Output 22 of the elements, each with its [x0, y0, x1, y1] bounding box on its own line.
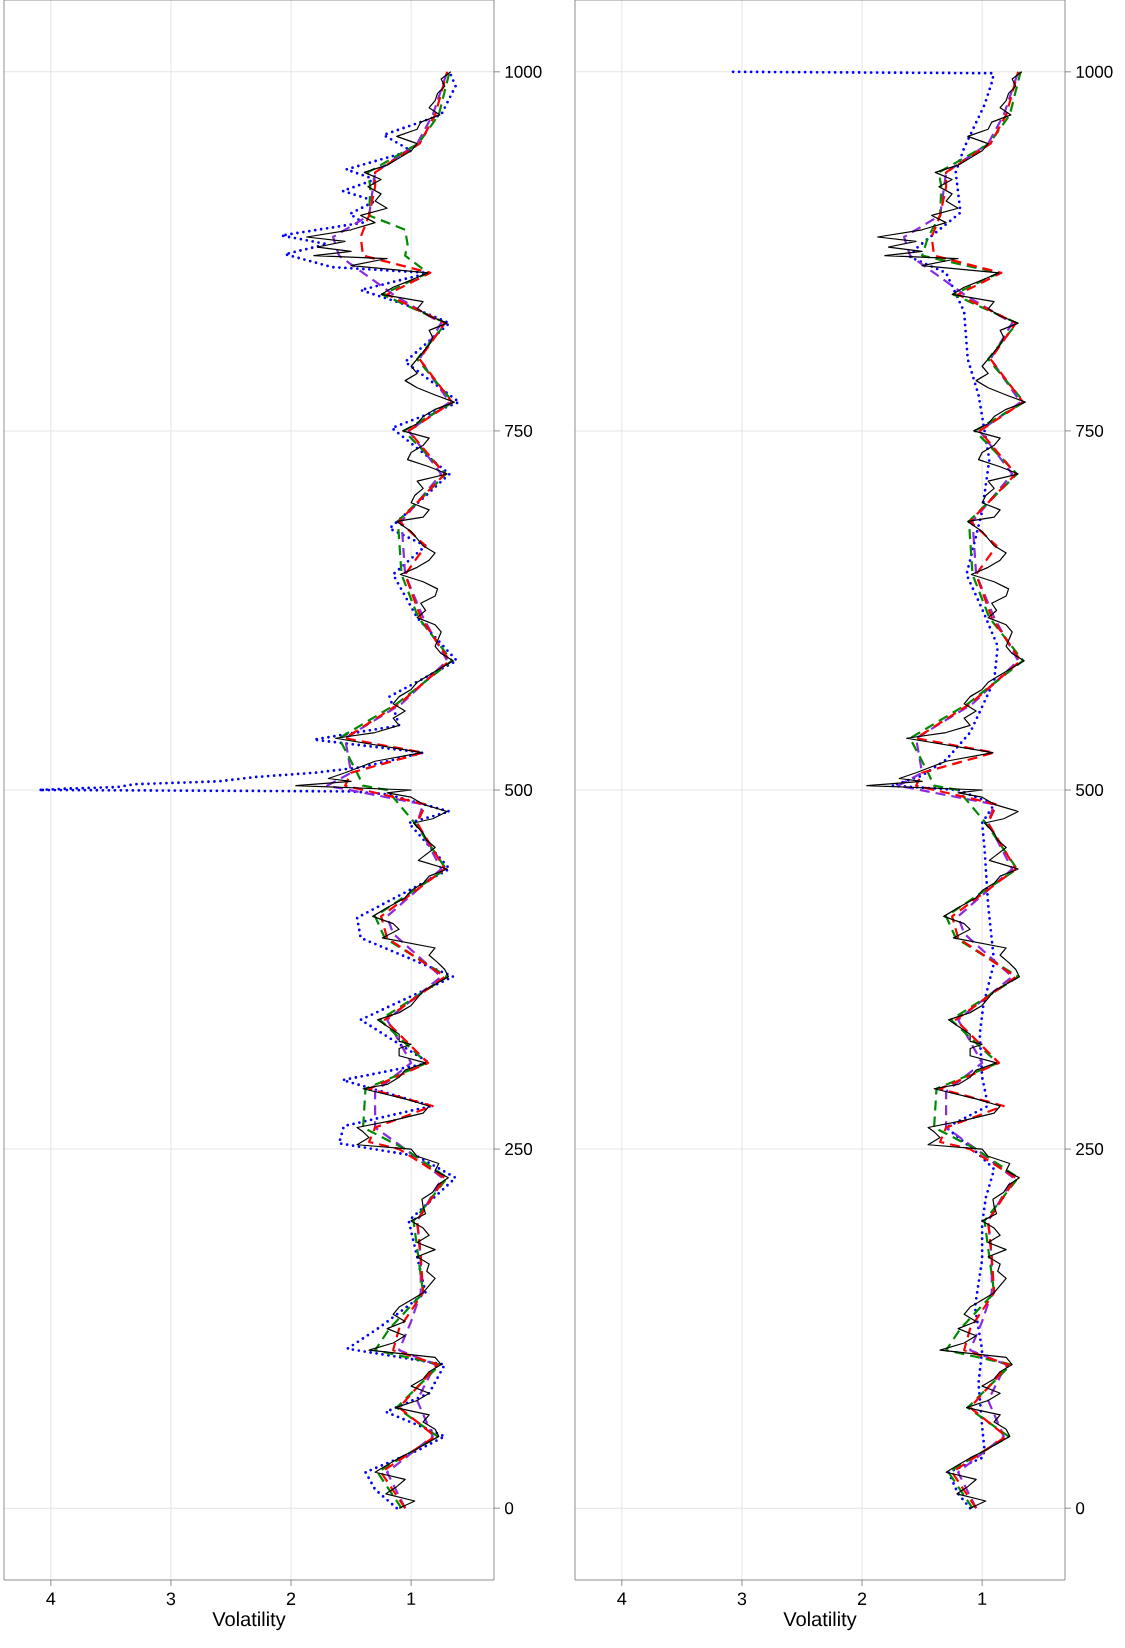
y-tick-label: 1000 [1076, 65, 1113, 78]
y-tick-label: 500 [1076, 783, 1104, 796]
y-tick-label: 750 [505, 424, 533, 437]
x-axis-title: Volatility [212, 1611, 286, 1631]
x-tick-label: 3 [166, 1592, 176, 1606]
x-tick-label: 4 [46, 1592, 56, 1605]
x-tick-label: 2 [857, 1592, 867, 1605]
x-tick-label: 4 [617, 1592, 627, 1605]
x-axis-title: Volatility [783, 1611, 857, 1631]
x-tick-label: 1 [978, 1592, 987, 1605]
y-tick-label: 750 [1076, 424, 1104, 437]
y-tick-label: 0 [505, 1502, 514, 1515]
line-series [295, 71, 455, 1509]
y-tick-label: 500 [505, 783, 533, 796]
y-tick-label: 250 [505, 1143, 533, 1156]
line-series [866, 71, 1026, 1509]
x-tick-label: 2 [286, 1592, 296, 1605]
y-tick-label: 1000 [505, 65, 542, 78]
y-tick-label: 250 [1076, 1143, 1104, 1156]
x-tick-label: 1 [407, 1592, 416, 1605]
x-tick-label: 3 [737, 1592, 747, 1606]
y-tick-label: 0 [1076, 1502, 1085, 1515]
